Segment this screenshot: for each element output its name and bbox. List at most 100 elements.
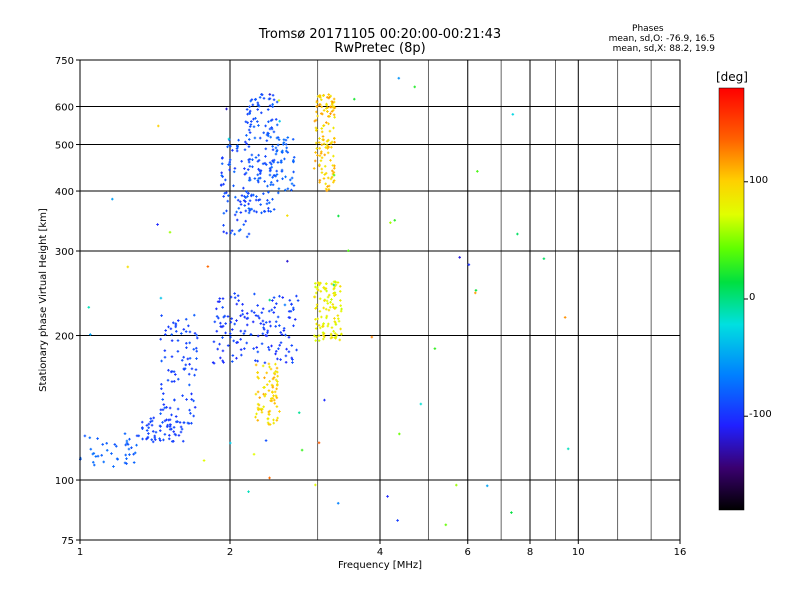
data-point [277,99,281,102]
data-point [254,415,257,419]
data-point [326,110,329,113]
data-point [339,304,342,307]
data-point [257,153,260,157]
data-point [181,439,185,443]
data-point [244,120,248,124]
data-point [215,307,218,311]
data-point [195,357,198,360]
data-point [319,159,323,162]
data-point [326,324,330,328]
data-point [458,256,461,259]
data-point [261,319,265,323]
data-point [147,422,151,426]
data-point [226,315,230,318]
data-point [247,191,250,195]
data-point [161,408,165,412]
data-point [329,159,332,162]
data-point [123,432,127,435]
phase-o-stats: mean, sd,O: -76.9, 16.5 [608,34,715,44]
data-point [333,332,337,335]
data-point [276,416,279,420]
data-point [268,320,272,324]
data-point [314,327,318,330]
data-point [322,286,325,289]
data-point [316,114,319,118]
data-point [329,94,333,98]
data-point [150,423,154,427]
data-point [247,145,251,148]
data-point [168,230,172,234]
data-point [195,333,198,337]
data-point [154,438,157,441]
data-point [245,142,248,146]
data-point [476,170,479,173]
data-point [224,322,227,325]
data-point [334,336,337,340]
data-point [275,396,279,400]
data-point [290,176,294,180]
data-point [269,367,273,371]
data-point [250,153,254,157]
data-point [332,126,335,130]
data-point [510,511,513,514]
data-point [229,335,232,339]
data-point [166,378,170,382]
x-tick-label: 1 [77,547,83,558]
data-point [320,143,324,147]
data-point [145,429,149,432]
data-point [318,297,322,301]
data-point [179,425,183,429]
data-point [276,370,279,374]
data-point [327,122,330,126]
data-point [330,282,333,286]
data-point [291,361,294,364]
data-point [314,126,318,130]
data-point [229,441,232,445]
data-point [330,175,334,179]
data-point [222,182,225,186]
data-point [239,329,243,333]
data-point [202,459,206,462]
data-point [333,106,337,110]
data-point [186,357,190,361]
y-tick-label: 500 [55,141,74,152]
data-point [273,398,276,402]
data-point [243,329,247,333]
data-point [268,298,272,302]
data-point [233,213,237,217]
data-point [102,460,106,464]
data-point [232,339,235,343]
data-point [163,433,167,436]
data-point [320,105,324,109]
data-point [251,320,255,324]
data-point [271,396,275,400]
data-point [182,367,186,371]
y-tick-label: 750 [55,56,74,67]
data-point [288,299,292,302]
data-point [231,149,234,152]
data-point [316,285,319,289]
data-point [321,331,325,334]
data-point [262,131,266,135]
y-axis-ticks: 75 100 200 300 400 500 600 750 [55,56,80,547]
data-point [156,223,159,226]
data-point [227,194,230,197]
data-point [256,314,260,318]
data-point [252,347,255,350]
data-point [332,173,336,177]
data-point [162,392,165,395]
data-point [272,158,276,162]
data-point [281,149,284,153]
data-point [213,320,217,324]
data-point [172,426,176,429]
data-point [318,137,321,140]
data-point [246,195,249,198]
x-axis-label: Frequency [MHz] [338,560,422,571]
data-point [268,476,271,480]
data-point [313,282,317,285]
data-point [245,190,248,193]
data-point [329,300,332,304]
data-point [268,365,271,369]
data-point [248,125,252,128]
data-point [323,398,326,402]
